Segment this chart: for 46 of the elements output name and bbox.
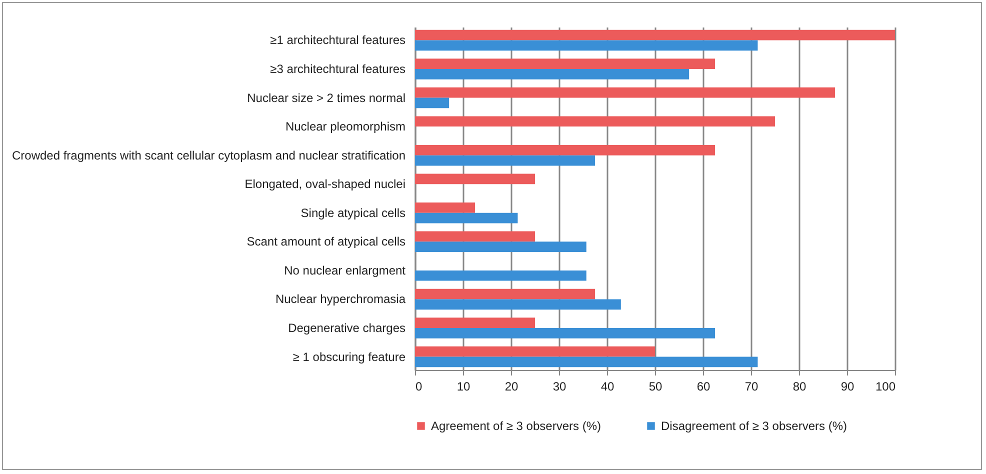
y-tick-label: Nuclear pleomorphism [285,120,406,134]
x-tick-label: 20 [504,380,518,394]
bar [415,231,535,242]
bar [415,87,835,98]
bar [415,174,535,184]
bar [415,288,595,300]
x-tick-label: 90 [840,380,854,394]
bar [415,202,475,213]
y-tick-label: Nuclear hyperchromasia [275,292,406,306]
legend-label: Disagreement of ≥ 3 observers (%) [661,419,847,433]
x-tick-label: 100 [875,380,896,394]
bar [415,318,535,328]
y-tick-label: Nuclear size > 2 times normal [247,90,406,105]
bar [415,356,758,368]
bar [415,69,690,80]
y-tick-label: Degenerative charges [288,320,406,335]
x-tick-label: 50 [648,380,662,394]
bar [415,270,586,281]
bar [415,144,715,156]
bar [415,30,895,40]
y-tick-label: Elongated, oval-shaped nuclei [244,177,406,192]
bar [415,242,586,252]
x-tick-label: 70 [744,380,758,394]
x-tick-label: 80 [792,380,806,394]
bar [415,155,595,166]
bar [415,98,450,108]
y-tick-label: ≥ 1 obscuring feature [292,350,406,364]
y-tick-label: No nuclear enlargment [284,263,406,278]
legend-label: Agreement of ≥ 3 observers (%) [431,419,601,433]
x-tick-label: 10 [456,380,470,394]
x-tick-label: 30 [552,380,566,394]
x-tick-label: 40 [600,380,614,394]
y-tick-label: ≥3 architechtural features [270,62,406,76]
y-tick-label: Crowded fragments with scant cellular cytoplasm and nuclear stratification [12,148,406,162]
bar [415,346,655,357]
bar [415,212,518,224]
bar [415,328,715,338]
bar [415,40,758,51]
y-tick-label: Scant amount of atypical cells [246,234,406,249]
x-tick-label: 60 [696,380,710,394]
x-tick-label: 0 [416,380,422,394]
bar [415,116,775,127]
bar [415,58,715,70]
y-tick-label: ≥1 architechtural features [270,33,406,48]
bar [415,299,621,310]
y-tick-label: Single atypical cells [300,206,406,220]
